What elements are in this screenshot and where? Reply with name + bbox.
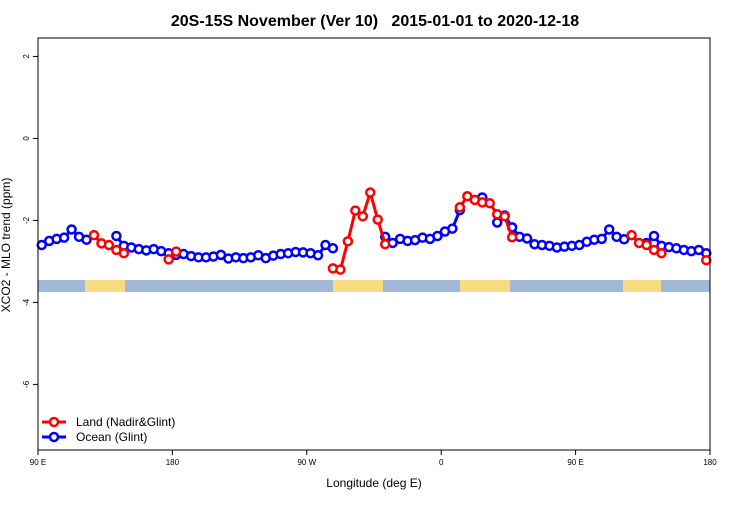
legend-marker — [48, 431, 60, 443]
data-point — [379, 238, 391, 250]
legend-label: Ocean (Glint) — [76, 430, 147, 444]
data-point — [596, 233, 607, 245]
land-strip — [85, 280, 125, 292]
data-point — [618, 234, 630, 245]
data-point — [66, 224, 77, 235]
data-point — [372, 214, 383, 225]
data-point — [118, 247, 130, 259]
data-point — [491, 217, 503, 228]
data-point — [454, 202, 466, 213]
data-point — [81, 234, 92, 245]
y-axis-label: XCO2 - MLO trend (ppm) — [0, 178, 13, 313]
x-tick-label: 180 — [703, 458, 717, 467]
data-point — [641, 239, 652, 251]
data-point — [312, 250, 324, 261]
data-point — [432, 230, 443, 242]
x-axis-label: Longitude (deg E) — [326, 476, 421, 490]
data-point — [58, 232, 70, 243]
data-point — [603, 224, 615, 235]
x-tick-label: 90 W — [297, 458, 316, 467]
data-point — [447, 223, 458, 234]
data-point — [648, 230, 660, 242]
data-point — [484, 197, 495, 209]
legend-marker — [48, 416, 60, 428]
data-point — [342, 236, 354, 247]
land-strip — [460, 280, 510, 292]
y-tick-label: -4 — [22, 298, 31, 306]
data-point — [103, 239, 115, 251]
data-point — [365, 187, 376, 198]
legend-label: Land (Nadir&Glint) — [76, 415, 175, 429]
data-point — [656, 247, 667, 259]
data-point — [521, 233, 533, 244]
data-point — [701, 254, 712, 266]
data-point — [350, 205, 361, 216]
data-point — [626, 229, 637, 241]
data-point — [163, 254, 174, 265]
y-tick-label: 2 — [22, 54, 31, 59]
y-tick-label: 0 — [22, 136, 31, 141]
x-tick-label: 180 — [166, 458, 180, 467]
y-tick-label: -2 — [22, 216, 31, 224]
y-tick-label: -6 — [22, 380, 31, 388]
land-strip — [623, 280, 661, 292]
data-point — [111, 230, 122, 242]
data-point — [506, 231, 518, 243]
data-point — [88, 229, 100, 241]
x-tick-label: 90 E — [30, 458, 46, 467]
plot-frame — [37, 37, 711, 451]
data-point — [499, 211, 510, 222]
x-tick-label: 90 E — [567, 458, 583, 467]
land-strip — [333, 280, 383, 292]
data-point — [327, 243, 339, 254]
chart-title: 20S-15S November (Ver 10) 2015-01-01 to … — [171, 13, 579, 30]
x-tick-label: 0 — [439, 458, 444, 467]
data-point — [335, 264, 346, 275]
data-point — [170, 246, 182, 257]
data-point — [357, 211, 369, 222]
surface-strip — [38, 280, 710, 292]
